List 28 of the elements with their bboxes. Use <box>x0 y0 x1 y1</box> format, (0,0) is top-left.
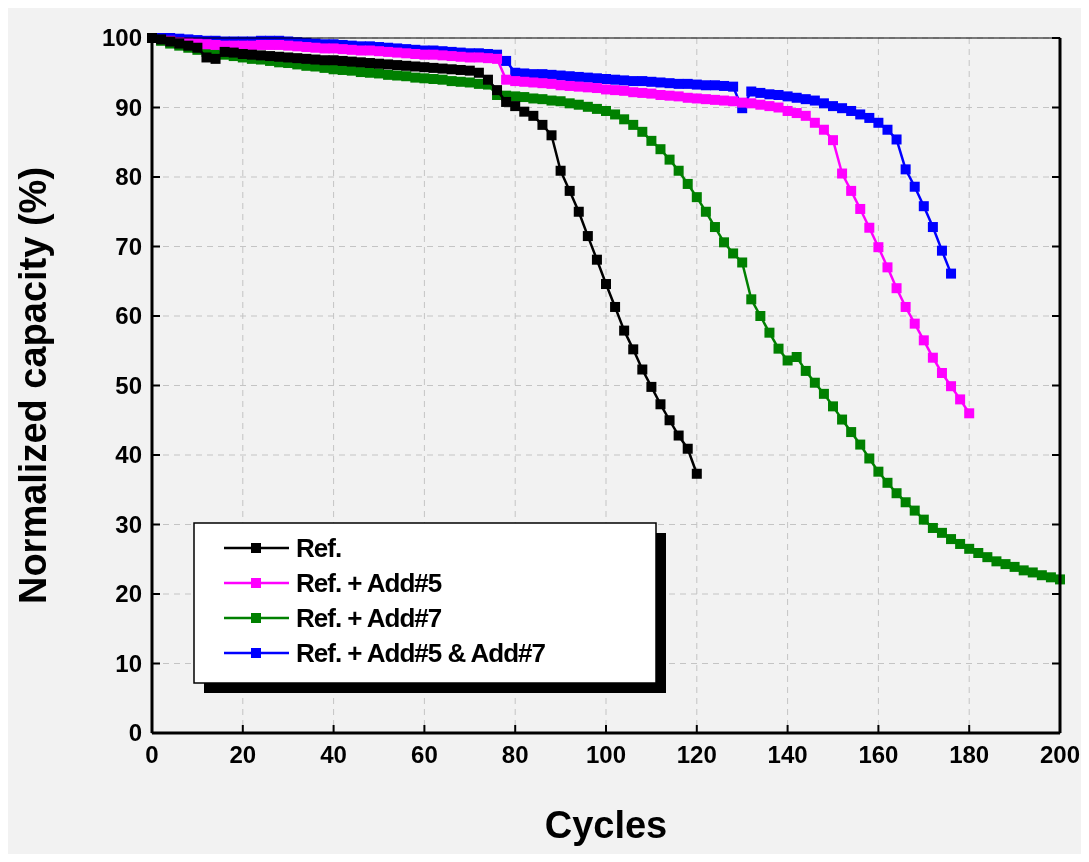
y-tick-label: 90 <box>115 93 142 121</box>
y-tick-label: 60 <box>115 302 142 330</box>
y-tick-label: 40 <box>115 441 142 469</box>
y-tick-label: 0 <box>128 719 142 747</box>
legend-label: Ref. + Add#5 <box>296 568 442 599</box>
y-tick-label: 30 <box>115 510 142 538</box>
x-tick-label: 60 <box>411 741 438 768</box>
y-tick-label: 50 <box>115 371 142 399</box>
x-tick-label: 160 <box>858 741 899 768</box>
legend-label: Ref. + Add#7 <box>296 603 442 634</box>
x-tick-label: 180 <box>949 741 990 768</box>
x-tick-label: 80 <box>501 741 529 768</box>
x-axis-title: Cycles <box>544 804 668 846</box>
legend-label: Ref. + Add#5 & Add#7 <box>296 638 546 669</box>
y-tick-label: 70 <box>115 232 142 260</box>
x-tick-label: 0 <box>145 741 159 768</box>
x-tick-label: 200 <box>1039 741 1081 768</box>
x-tick-label: 120 <box>676 741 717 768</box>
x-tick-label: 100 <box>585 741 627 768</box>
y-axis-title: Normalized capacity (%) <box>12 166 54 605</box>
y-tick-label: 20 <box>115 580 142 608</box>
x-tick-label: 140 <box>767 741 808 768</box>
x-tick-label: 40 <box>320 741 347 768</box>
y-tick-label: 100 <box>101 24 142 52</box>
y-tick-label: 80 <box>115 163 142 191</box>
y-tick-label: 10 <box>115 649 142 677</box>
legend-label: Ref. <box>296 533 342 564</box>
x-tick-label: 20 <box>229 741 257 768</box>
